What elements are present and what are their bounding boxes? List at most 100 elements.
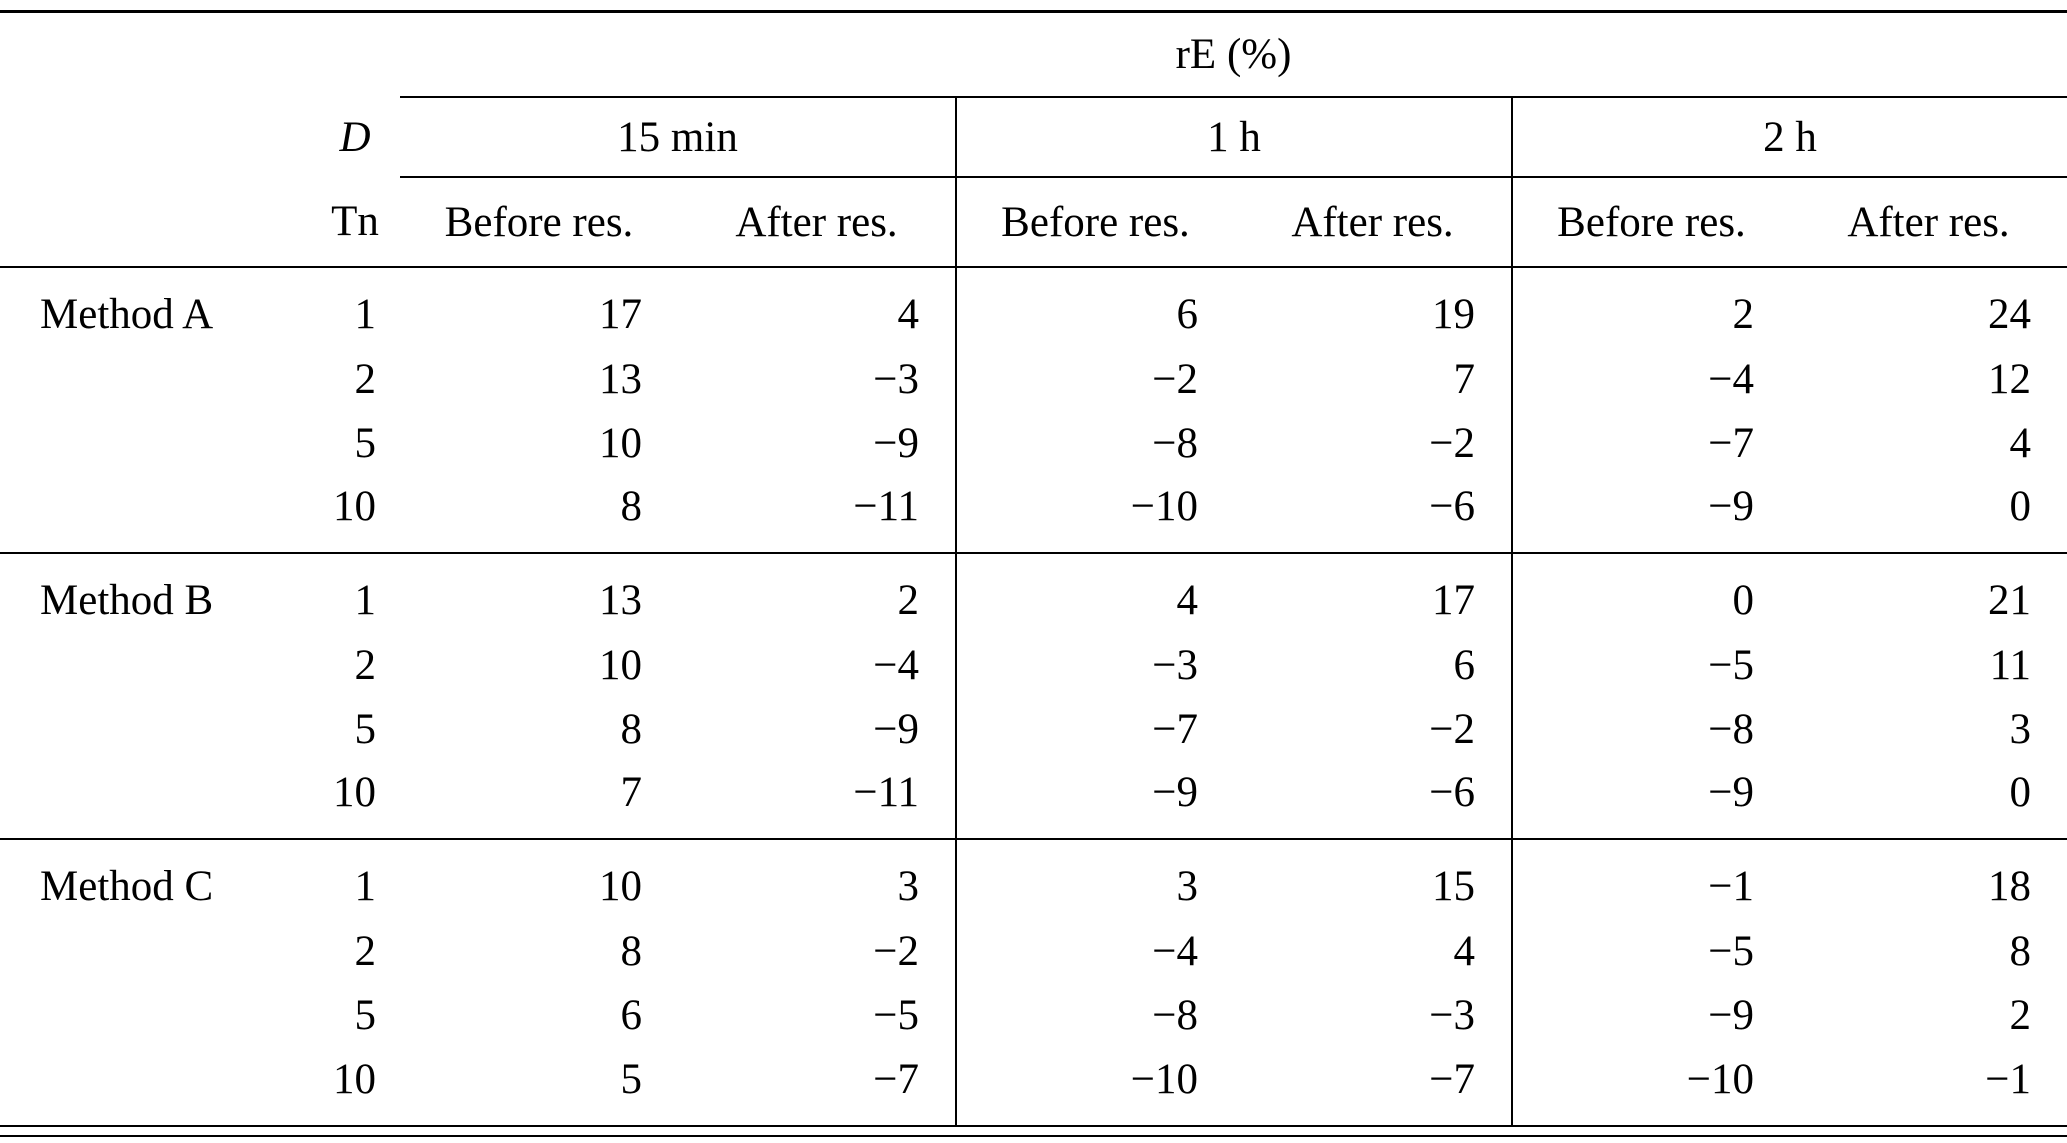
data-cell: −4 [873, 641, 919, 689]
data-cell: −2 [873, 927, 919, 975]
data-cell: 0 [2009, 483, 2032, 530]
data-cell: −2 [1429, 419, 1475, 467]
data-cell: 0 [1511, 552, 1790, 633]
tn-value: 5 [354, 705, 377, 753]
data-cell: 24 [1790, 266, 2067, 347]
data-cell: −8 [955, 983, 1234, 1047]
table-row: 2 10 −4 −3 6 −5 11 [0, 633, 2067, 697]
data-cell: 17 [400, 266, 678, 347]
tn-value: 10 [333, 1055, 376, 1103]
data-cell: −11 [853, 769, 919, 816]
tn-value: 1 [310, 266, 400, 347]
table-row: Method B 1 13 2 4 17 0 21 [0, 552, 2067, 633]
data-cell: 6 [1453, 641, 1476, 689]
tn-value: 5 [354, 419, 377, 467]
data-cell: 18 [1790, 838, 2067, 919]
spanner-header: rE (%) [400, 13, 2067, 98]
data-cell: −9 [1511, 761, 1790, 839]
data-cell: −5 [873, 991, 919, 1039]
data-cell: −8 [1511, 697, 1790, 761]
table-row: Method C 1 10 3 3 15 −1 18 [0, 838, 2067, 919]
spacer-cell [310, 13, 400, 97]
table-bottom-double-rule [0, 1125, 2067, 1137]
data-cell: 0 [2009, 769, 2032, 816]
method-label-spacer [0, 347, 310, 411]
tn-value: 1 [310, 838, 400, 919]
method-label: Method C [0, 838, 310, 919]
data-cell: −5 [1511, 633, 1790, 697]
data-cell: 3 [2009, 705, 2032, 753]
data-cell: 2 [678, 552, 956, 633]
data-cell: 6 [620, 991, 643, 1039]
data-cell: 8 [620, 483, 643, 530]
method-label-spacer [0, 919, 310, 983]
data-cell: −5 [1511, 919, 1790, 983]
data-cell: 4 [678, 266, 956, 347]
data-cell: −4 [1511, 347, 1790, 411]
data-cell: −7 [955, 697, 1234, 761]
data-cell: 4 [2009, 419, 2032, 467]
table-row: 5 6 −5 −8 −3 −9 2 [0, 983, 2067, 1047]
tn-value: 10 [333, 483, 376, 530]
data-cell: 10 [599, 641, 642, 689]
spacer-cell [0, 13, 310, 97]
tn-value: 2 [354, 355, 377, 403]
data-cell: −9 [873, 705, 919, 753]
relative-error-table: rE (%) D 15 min 1 h 2 h Tn Before res. A… [0, 13, 2067, 1125]
data-cell: −2 [1429, 705, 1475, 753]
data-cell: −7 [1429, 1055, 1475, 1103]
method-label-spacer [0, 983, 310, 1047]
data-cell: −7 [1511, 411, 1790, 475]
data-cell: −1 [1985, 1055, 2032, 1103]
subheader-before-1h: Before res. [955, 177, 1234, 268]
data-cell: −9 [873, 419, 919, 467]
data-cell: 21 [1790, 552, 2067, 633]
data-cell: 10 [400, 838, 678, 919]
table-row: 10 5 −7 −10 −7 −10 −1 [0, 1047, 2067, 1125]
table-row: 10 8 −11 −10 −6 −9 0 [0, 475, 2067, 553]
subheader-row: Tn Before res. After res. Before res. Af… [0, 177, 2067, 268]
subheader-after-1h: After res. [1234, 177, 1512, 268]
table-row: Method A 1 17 4 6 19 2 24 [0, 266, 2067, 347]
method-label-spacer [0, 475, 310, 553]
table-row: 5 8 −9 −7 −2 −8 3 [0, 697, 2067, 761]
data-cell: 4 [955, 552, 1234, 633]
data-cell: 7 [620, 769, 643, 816]
group-header-15min: 15 min [400, 97, 956, 178]
data-cell: −6 [1429, 769, 1475, 816]
data-cell: 5 [620, 1055, 643, 1103]
data-cell: −6 [1429, 483, 1475, 530]
data-cell: 19 [1234, 266, 1512, 347]
tn-value: 2 [354, 641, 377, 689]
tn-value: 1 [310, 552, 400, 633]
method-label-spacer [0, 411, 310, 475]
method-label-spacer [0, 1047, 310, 1125]
data-cell: −8 [955, 411, 1234, 475]
spacer-cell [0, 177, 310, 268]
data-cell: 8 [620, 705, 643, 753]
data-cell: 13 [599, 355, 642, 403]
table-top-rule [0, 10, 2067, 13]
spacer-cell [0, 97, 310, 177]
method-label: Method B [0, 552, 310, 633]
data-cell: 15 [1234, 838, 1512, 919]
data-cell: 2 [2009, 991, 2032, 1039]
method-label-spacer [0, 633, 310, 697]
group-header-2h: 2 h [1510, 97, 2067, 178]
data-cell: −9 [1511, 475, 1790, 553]
data-cell: −2 [955, 347, 1234, 411]
subheader-after-2h: After res. [1790, 177, 2067, 268]
table-row: 5 10 −9 −8 −2 −7 4 [0, 411, 2067, 475]
subheader-before-15min: Before res. [400, 177, 678, 268]
subheader-before-2h: Before res. [1511, 177, 1790, 268]
method-label-spacer [0, 761, 310, 839]
table-row: 2 13 −3 −2 7 −4 12 [0, 347, 2067, 411]
data-cell: 2 [1511, 266, 1790, 347]
method-label-spacer [0, 697, 310, 761]
data-cell: −3 [955, 633, 1234, 697]
data-cell: −3 [1429, 991, 1475, 1039]
data-cell: −9 [955, 761, 1234, 839]
data-cell: 10 [599, 419, 642, 467]
data-cell: 8 [620, 927, 643, 975]
